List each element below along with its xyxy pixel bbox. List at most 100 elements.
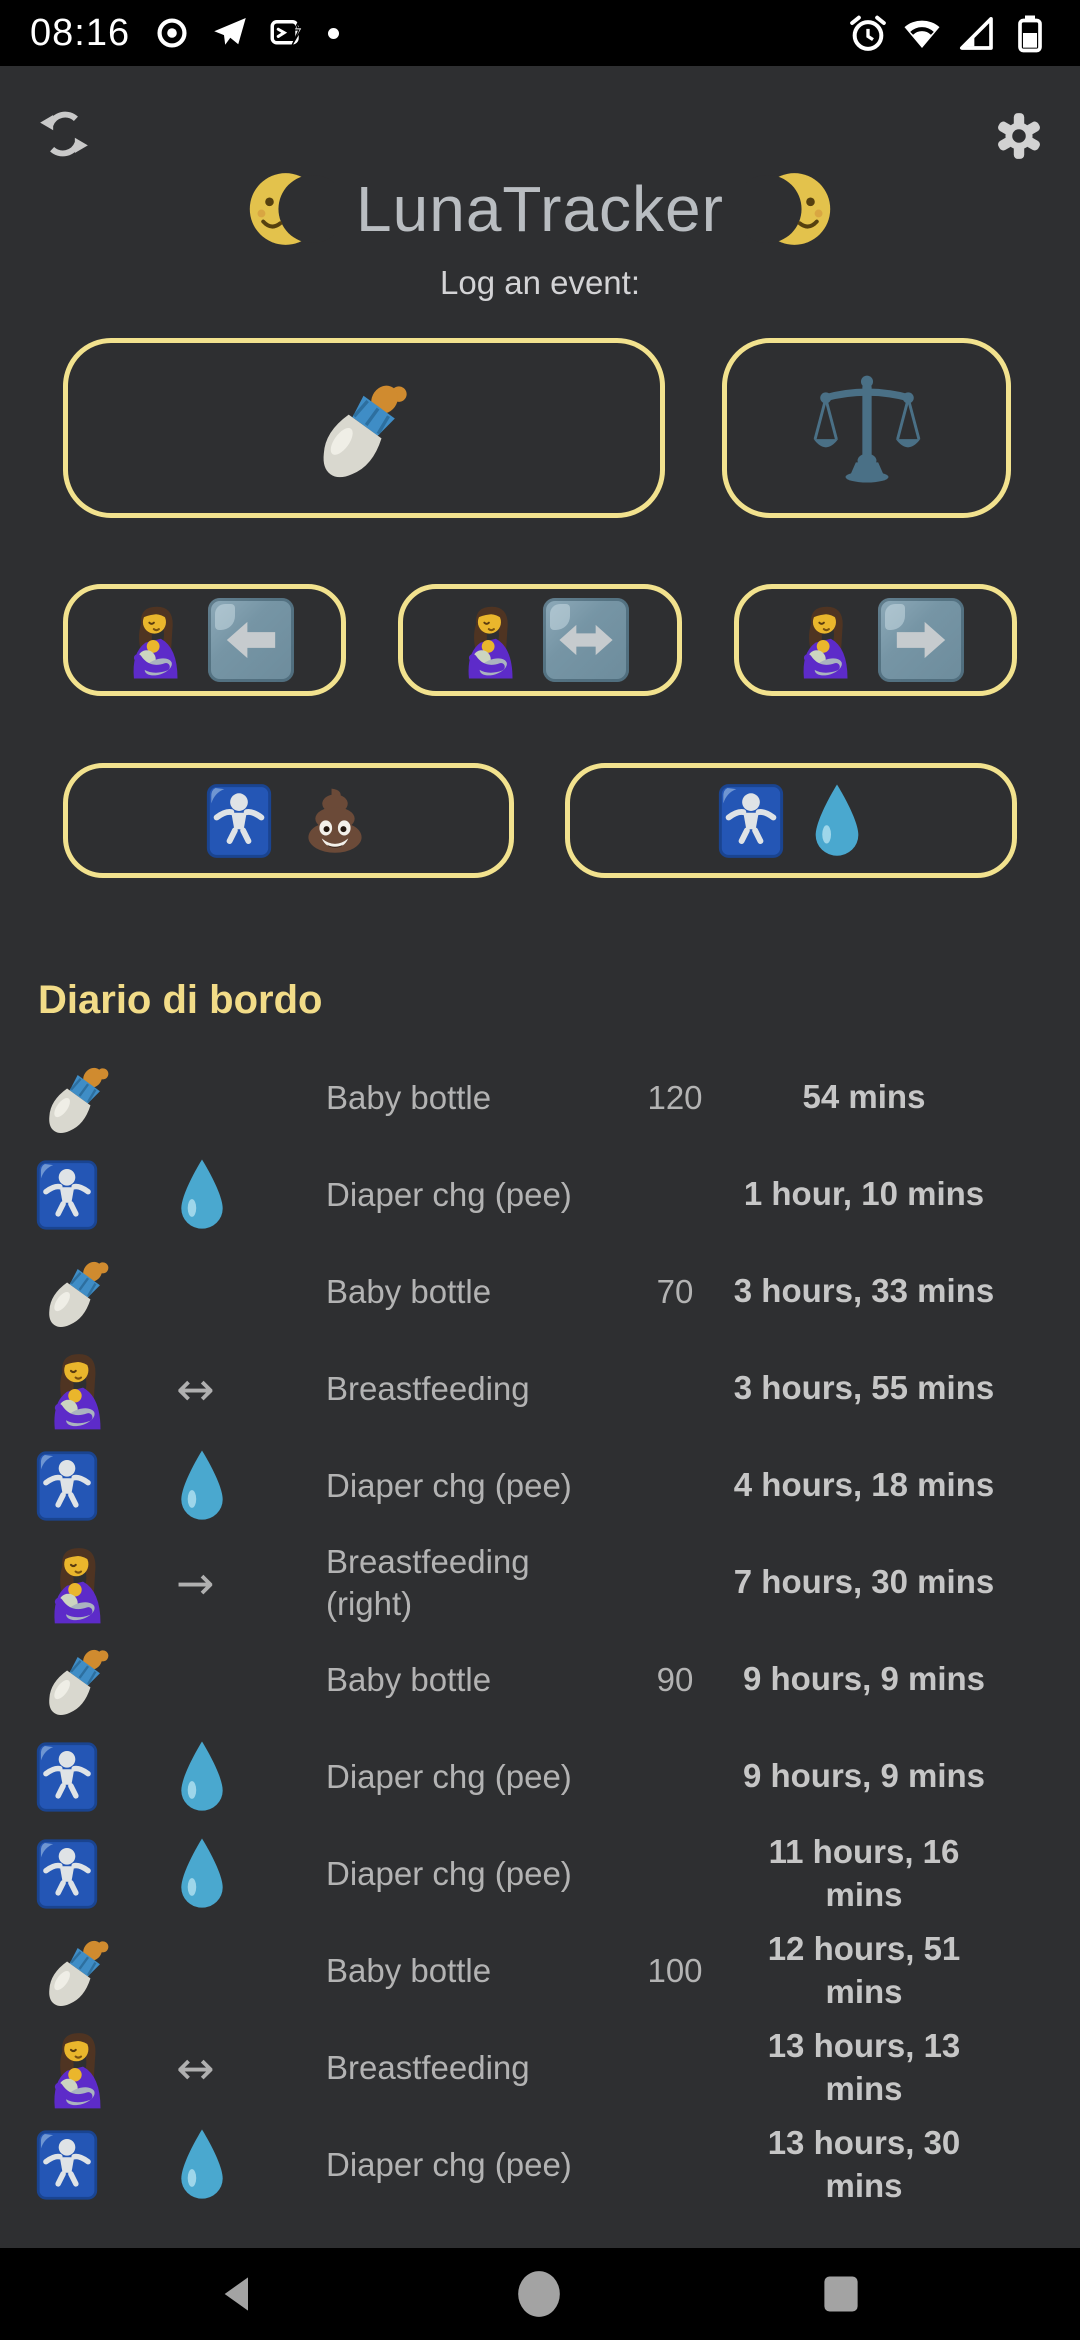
droplet-icon [176,2127,228,2203]
sync-button[interactable] [38,106,90,165]
entry-type-icon-cell [36,1056,150,1140]
entry-secondary-icon-cell [150,2127,326,2203]
entry-elapsed-time: 12 hours, 51 mins [767,1929,961,2010]
entry-type-icon-cell [36,1450,150,1522]
arrow-left-chip-icon [207,598,294,682]
entry-elapsed-time: 7 hours, 30 mins [733,1563,995,1601]
entry-elapsed-time: 1 hour, 10 mins [743,1175,985,1213]
app-content: LunaTracker Log an event: Diario di bord… [0,66,1080,2248]
back-button[interactable] [218,2271,258,2317]
direction-arrow: ↔ [176,1361,215,1416]
entry-elapsed-time: 9 hours, 9 mins [742,1660,986,1698]
entry-label: Diaper chg (pee) [326,1466,572,1504]
journal-entry[interactable]: ↔ Breastfeeding 13 hours, 13 mins [0,2019,1080,2116]
journal-entry[interactable]: Baby bottle 70 3 hours, 33 mins [0,1243,1080,1340]
log-buttons-section [0,338,1080,878]
cell-signal-icon [956,13,996,53]
entry-type-icon-cell [36,1346,150,1432]
poop-icon [298,784,372,858]
entry-secondary-icon-cell: ↔ [150,1362,326,1416]
droplet-icon [176,1836,228,1912]
journal-entry[interactable]: ↔ Breastfeeding 3 hours, 55 mins [0,1340,1080,1437]
log-breastfeeding-both-button[interactable] [398,584,682,696]
journal-list: Baby bottle 120 54 mins Diaper chg (pee) 1 h… [0,1049,1080,2213]
journal-heading: Diario di bordo [38,978,323,1022]
home-button[interactable] [514,2267,564,2321]
droplet-icon [176,1739,228,1815]
journal-entry[interactable]: Diaper chg (pee) 4 hours, 18 mins [0,1437,1080,1534]
breastfeeding-icon [116,599,198,681]
sms-flash-icon [270,15,306,51]
baby-sign-icon [36,1741,98,1813]
droplet-icon [176,1157,228,1233]
settings-button[interactable] [994,110,1044,165]
scale-icon [812,373,922,483]
status-bar: 08:16 [0,0,1080,66]
back-icon [218,2271,258,2317]
baby-sign-icon [206,783,272,859]
log-diaper-poop-button[interactable] [63,763,514,878]
bottle-icon [36,1929,120,2013]
wifi-icon [902,13,942,53]
log-breastfeeding-left-button[interactable] [63,584,347,696]
entry-elapsed-time: 54 mins [802,1078,926,1116]
entry-label: Breastfeeding (right) [326,1543,530,1622]
entry-type-icon-cell [36,1929,150,2013]
entry-elapsed-time: 3 hours, 33 mins [733,1272,995,1310]
entry-elapsed-time: 13 hours, 30 mins [767,2123,961,2204]
log-baby-bottle-button[interactable] [63,338,665,518]
log-weight-button[interactable] [722,338,1011,518]
journal-entry[interactable]: Baby bottle 90 9 hours, 9 mins [0,1631,1080,1728]
entry-secondary-icon-cell: ↔ [150,2041,326,2095]
bottle-icon [36,1638,120,1722]
bottle-icon [305,369,423,487]
bottle-icon [36,1250,120,1334]
entry-label: Baby bottle [326,1951,492,1989]
log-event-label: Log an event: [440,264,640,301]
journal-entry[interactable]: Baby bottle 100 12 hours, 51 mins [0,1922,1080,2019]
log-diaper-pee-button[interactable] [565,763,1017,878]
home-icon [514,2267,564,2321]
moon-left-icon [248,166,334,252]
fat-arrow-both-icon [557,611,615,669]
entry-secondary-icon-cell: → [150,1556,326,1610]
entry-label: Breastfeeding [326,1369,530,1407]
recents-icon [820,2271,862,2317]
baby-sign-icon [718,783,784,859]
app-title: LunaTracker [0,166,1080,252]
entry-label: Diaper chg (pee) [326,1757,572,1795]
breastfeeding-icon [36,1346,122,1432]
entry-type-icon-cell [36,1741,150,1813]
journal-entry[interactable]: Baby bottle 120 54 mins [0,1049,1080,1146]
entry-secondary-icon-cell [150,1836,326,1912]
entry-type-icon-cell [36,1540,150,1626]
entry-elapsed-time: 4 hours, 18 mins [733,1466,995,1504]
entry-amount: 90 [656,1660,694,1698]
entry-type-icon-cell [36,2129,150,2201]
entry-type-icon-cell [36,2025,150,2111]
entry-type-icon-cell [36,1250,150,1334]
log-button-row [0,763,1080,878]
breastfeeding-icon [36,1540,122,1626]
entry-elapsed-time: 3 hours, 55 mins [733,1369,995,1407]
battery-icon [1010,13,1050,53]
journal-entry[interactable]: → Breastfeeding (right) 7 hours, 30 mins [0,1534,1080,1631]
fat-arrow-left-icon [222,611,280,669]
droplet-icon [810,782,864,860]
arrow-right-chip-icon [878,598,965,682]
entry-label: Diaper chg (pee) [326,1854,572,1892]
moon-right-icon [746,166,832,252]
journal-entry[interactable]: Diaper chg (pee) 1 hour, 10 mins [0,1146,1080,1243]
recents-button[interactable] [820,2271,862,2317]
baby-sign-icon [36,2129,98,2201]
journal-entry[interactable]: Diaper chg (pee) 13 hours, 30 mins [0,2116,1080,2213]
journal-entry[interactable]: Diaper chg (pee) 9 hours, 9 mins [0,1728,1080,1825]
gear-icon [994,110,1044,162]
breastfeeding-icon [451,599,533,681]
entry-label: Baby bottle [326,1660,492,1698]
journal-entry[interactable]: Diaper chg (pee) 11 hours, 16 mins [0,1825,1080,1922]
log-breastfeeding-right-button[interactable] [733,584,1017,696]
entry-secondary-icon-cell [150,1739,326,1815]
entry-elapsed-time: 13 hours, 13 mins [767,2026,961,2107]
alarm-icon [848,13,888,53]
